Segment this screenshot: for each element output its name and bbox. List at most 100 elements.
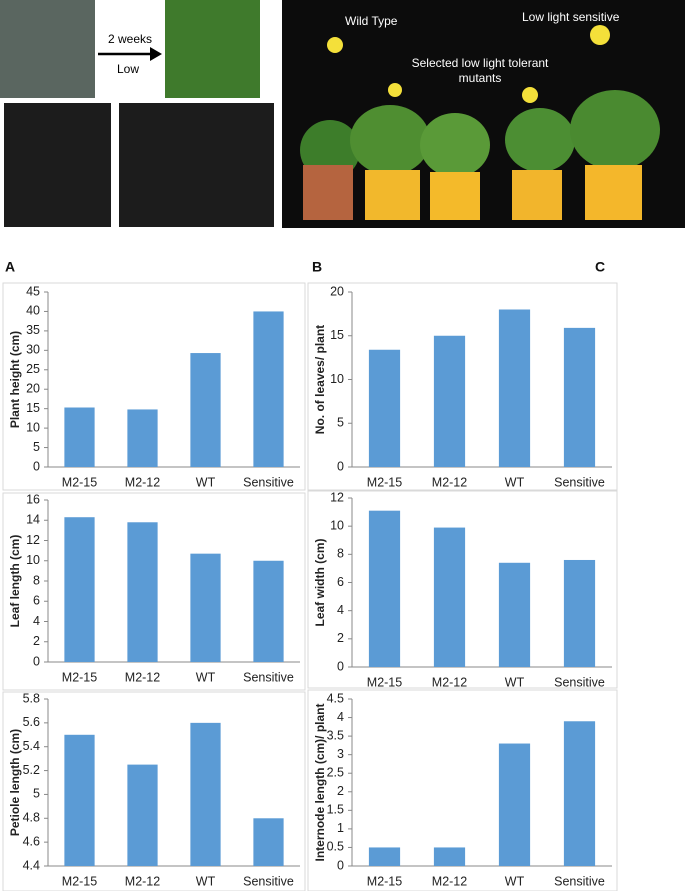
bar <box>563 559 596 667</box>
x-tick-label: M2-15 <box>367 475 402 489</box>
y-tick-label: 1.5 <box>327 803 344 817</box>
bar <box>64 517 95 662</box>
y-tick-label: 5.4 <box>23 739 40 753</box>
y-tick-label: 4 <box>33 614 40 628</box>
photo-label-box: Selected low light tolerant mutants <box>411 56 549 85</box>
chart-frame <box>307 282 618 491</box>
y-tick-label: 30 <box>26 343 40 357</box>
bar <box>368 349 401 467</box>
y-tick-label: 10 <box>26 553 40 567</box>
x-tick-label: M2-15 <box>62 874 97 888</box>
panel-label: A <box>5 259 15 275</box>
y-tick-label: 5.8 <box>23 691 40 705</box>
y-axis-title: Petiole length (cm) <box>8 729 22 836</box>
y-tick-label: 0 <box>337 858 344 872</box>
bar <box>368 847 401 866</box>
x-tick-label: M2-12 <box>125 670 160 684</box>
photo-mutants-2 <box>119 103 274 227</box>
y-tick-label: 45 <box>26 284 40 298</box>
bar <box>498 309 531 467</box>
bar <box>190 553 221 662</box>
y-tick-label: 2.5 <box>327 766 344 780</box>
y-tick-label: 2 <box>337 631 344 645</box>
photo-seedlings <box>165 0 260 98</box>
y-tick-label: 5.6 <box>23 715 40 729</box>
y-tick-label: 12 <box>26 533 40 547</box>
x-tick-label: WT <box>196 475 216 489</box>
bar <box>563 327 596 467</box>
bar <box>563 721 596 866</box>
y-tick-label: 6 <box>337 575 344 589</box>
y-tick-label: 14 <box>26 513 40 527</box>
bar <box>64 734 95 866</box>
x-tick-label: WT <box>505 874 525 888</box>
y-tick-label: 4 <box>337 710 344 724</box>
x-tick-label: M2-12 <box>432 475 467 489</box>
x-tick-label: Sensitive <box>554 675 605 689</box>
y-tick-label: 15 <box>26 401 40 415</box>
bar <box>64 407 95 467</box>
panel-label: B <box>312 259 322 275</box>
y-tick-label: 12 <box>330 490 344 504</box>
x-tick-label: M2-15 <box>367 675 402 689</box>
panel-label: C <box>595 259 605 275</box>
bar <box>190 353 221 467</box>
y-tick-label: 4 <box>337 603 344 617</box>
arrow-label: Low <box>117 62 139 76</box>
x-tick-label: M2-12 <box>125 874 160 888</box>
bar <box>253 818 284 866</box>
bar <box>498 562 531 667</box>
bar <box>498 743 531 866</box>
y-tick-label: 2 <box>33 634 40 648</box>
y-tick-label: 3 <box>337 747 344 761</box>
x-tick-label: WT <box>505 475 525 489</box>
y-tick-label: 20 <box>330 284 344 298</box>
y-tick-label: 25 <box>26 362 40 376</box>
y-tick-label: 4.8 <box>23 811 40 825</box>
y-tick-label: 3.5 <box>327 728 344 742</box>
y-tick-label: 0 <box>33 654 40 668</box>
x-tick-label: Sensitive <box>243 670 294 684</box>
y-tick-label: 2 <box>337 784 344 798</box>
photo-label: Selected low light tolerant mutants <box>411 56 549 85</box>
y-axis-title: No. of leaves/ plant <box>313 325 327 434</box>
y-tick-label: 4.5 <box>327 691 344 705</box>
y-tick-label: 5.2 <box>23 763 40 777</box>
x-tick-label: Sensitive <box>554 874 605 888</box>
y-tick-label: 5 <box>337 416 344 430</box>
y-tick-label: 8 <box>33 573 40 587</box>
x-tick-label: Sensitive <box>554 475 605 489</box>
y-tick-label: 0 <box>33 459 40 473</box>
y-tick-label: 5 <box>33 787 40 801</box>
y-tick-label: 10 <box>26 420 40 434</box>
arrow-head <box>150 47 162 61</box>
y-tick-label: 6 <box>33 594 40 608</box>
x-tick-label: M2-15 <box>62 670 97 684</box>
bar <box>253 311 284 467</box>
x-tick-label: WT <box>196 670 216 684</box>
y-tick-label: 20 <box>26 382 40 396</box>
bar <box>127 409 158 467</box>
x-tick-label: WT <box>505 675 525 689</box>
bar <box>253 560 284 662</box>
y-tick-label: 10 <box>330 372 344 386</box>
x-tick-label: M2-12 <box>432 874 467 888</box>
y-axis-title: Plant height (cm) <box>8 331 22 428</box>
bar <box>433 335 466 467</box>
bar <box>433 847 466 866</box>
chart-frame <box>2 492 306 691</box>
bar <box>190 722 221 866</box>
plants <box>300 25 660 220</box>
bar <box>127 764 158 866</box>
photo-label: Wild Type <box>345 14 398 28</box>
arrow-label: 2 weeks <box>108 32 152 46</box>
x-tick-label: M2-15 <box>62 475 97 489</box>
x-tick-label: Sensitive <box>243 874 294 888</box>
bar <box>368 510 401 667</box>
y-tick-label: 5 <box>33 440 40 454</box>
chart-frame <box>307 490 618 689</box>
y-tick-label: 8 <box>337 547 344 561</box>
bar <box>433 527 466 667</box>
photo-label: Low light sensitive <box>522 10 620 24</box>
